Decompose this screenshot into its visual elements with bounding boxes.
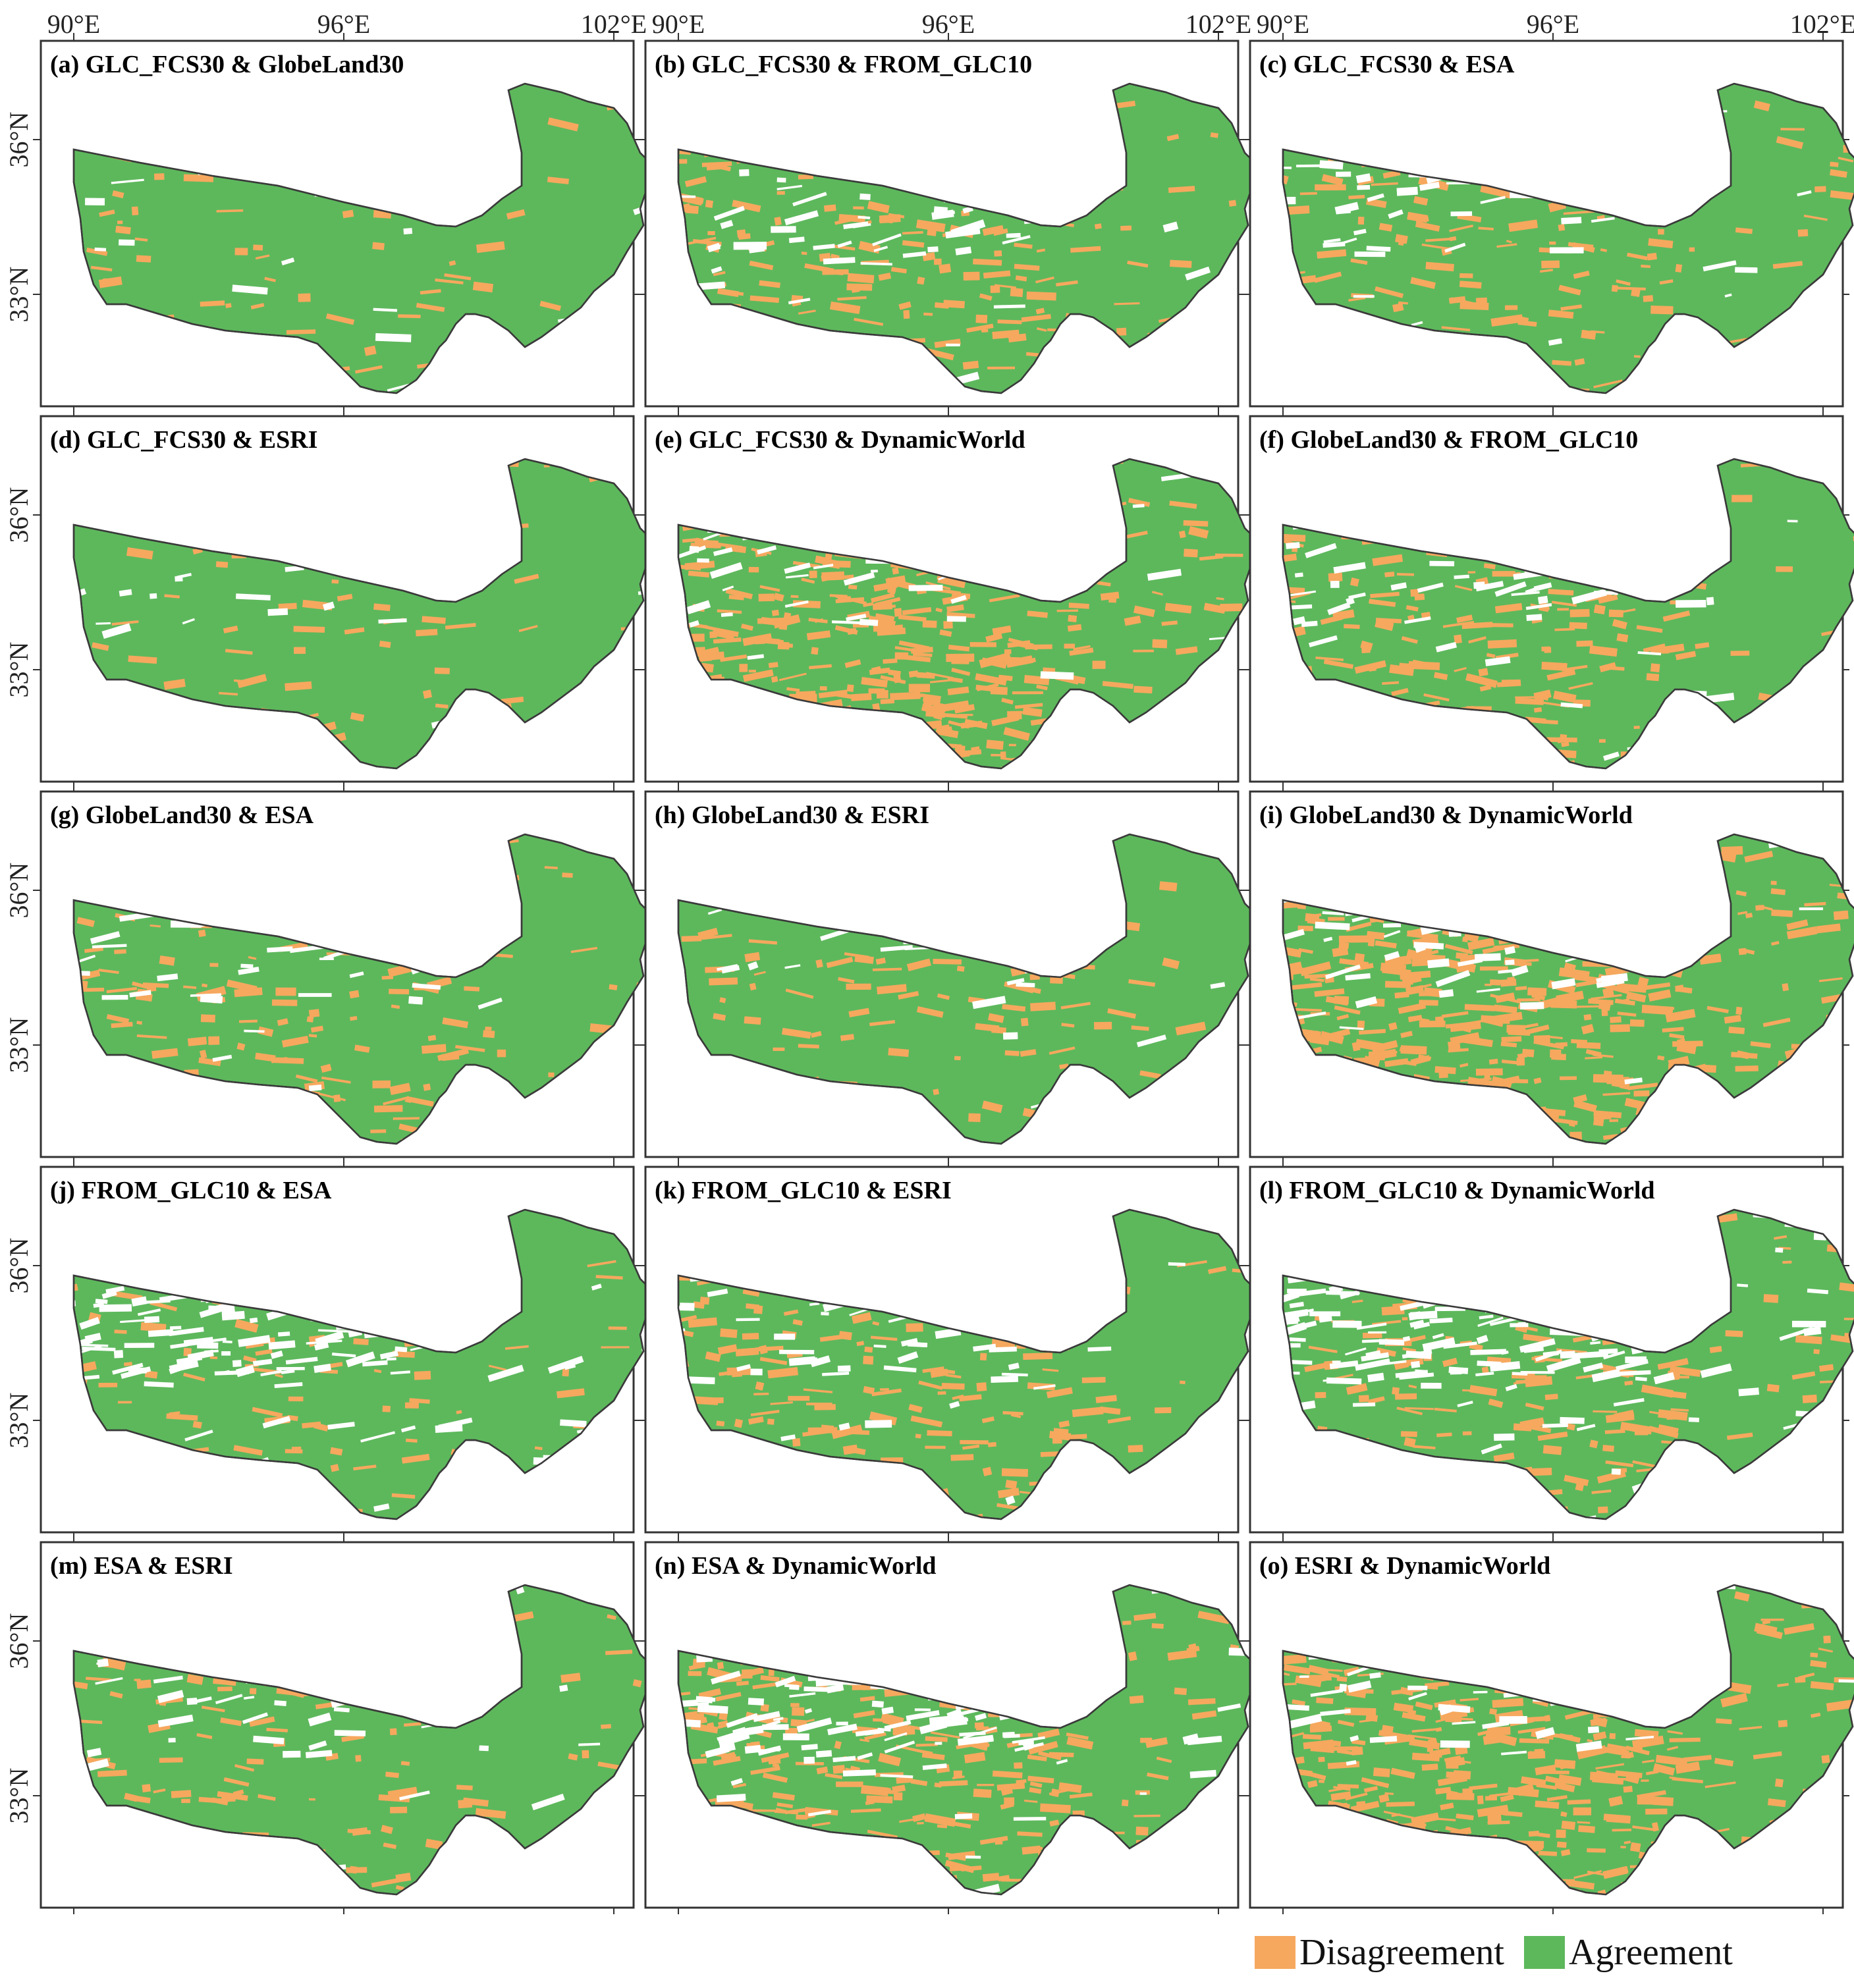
legend-label-agreement: Agreement xyxy=(1568,1932,1733,1973)
panel-title: (m) ESA & ESRI xyxy=(50,1552,233,1580)
map-panel: (m) ESA & ESRI xyxy=(33,1534,658,1914)
lat-label: 36°N xyxy=(4,487,34,543)
lat-label: 33°N xyxy=(4,267,34,323)
panel-title: (i) GlobeLand30 & DynamicWorld xyxy=(1259,801,1633,829)
lon-label: 102°E xyxy=(581,9,647,39)
region-outline xyxy=(1282,82,1854,394)
lon-label: 102°E xyxy=(1186,9,1251,39)
map-panel: (j) FROM_GLC10 & ESA xyxy=(33,1159,658,1539)
panel-title: (c) GLC_FCS30 & ESA xyxy=(1259,51,1515,78)
panel-title: (b) GLC_FCS30 & FROM_GLC10 xyxy=(655,51,1032,78)
map-panel: (b) GLC_FCS30 & FROM_GLC10 xyxy=(638,33,1263,413)
legend: Disagreement Agreement xyxy=(1255,1929,1753,1975)
legend-swatch-disagreement xyxy=(1255,1936,1295,1969)
lon-label: 90°E xyxy=(1257,9,1309,39)
map-panel: (e) GLC_FCS30 & DynamicWorld xyxy=(638,408,1263,788)
panel-title: (o) ESRI & DynamicWorld xyxy=(1259,1552,1550,1580)
lat-label: 33°N xyxy=(4,1393,34,1449)
lon-label: 96°E xyxy=(922,9,975,39)
map-panel: (a) GLC_FCS30 & GlobeLand30 xyxy=(33,33,658,413)
region-outline xyxy=(677,1584,1263,1896)
lat-label: 33°N xyxy=(4,1017,34,1073)
map-panel: (d) GLC_FCS30 & ESRI xyxy=(33,408,658,788)
region-outline xyxy=(72,458,658,770)
region-outline xyxy=(72,1208,658,1520)
panel-title: (g) GlobeLand30 & ESA xyxy=(50,801,314,829)
region-outline xyxy=(72,833,658,1145)
region-outline xyxy=(1282,1584,1854,1896)
lat-label: 36°N xyxy=(4,1613,34,1669)
legend-swatch-agreement xyxy=(1523,1936,1565,1969)
lat-label: 36°N xyxy=(4,863,34,919)
panel-title: (d) GLC_FCS30 & ESRI xyxy=(50,426,317,454)
map-panel: (c) GLC_FCS30 & ESA xyxy=(1242,33,1854,413)
legend-item-agreement: Agreement xyxy=(1523,1931,1733,1974)
region-outline xyxy=(1282,833,1854,1145)
lon-label: 90°E xyxy=(652,9,705,39)
map-panel: (f) GlobeLand30 & FROM_GLC10 xyxy=(1242,408,1854,788)
panel-title: (j) FROM_GLC10 & ESA xyxy=(50,1177,332,1204)
map-panel: (k) FROM_GLC10 & ESRI xyxy=(638,1159,1263,1539)
panel-title: (f) GlobeLand30 & FROM_GLC10 xyxy=(1259,426,1638,454)
map-panel: (h) GlobeLand30 & ESRI xyxy=(638,784,1263,1164)
region-outline xyxy=(1282,1208,1854,1520)
region-outline xyxy=(677,833,1263,1145)
lon-label: 102°E xyxy=(1790,9,1854,39)
panel-title: (a) GLC_FCS30 & GlobeLand30 xyxy=(50,51,404,78)
map-panel: (n) ESA & DynamicWorld xyxy=(638,1534,1263,1914)
region-outline xyxy=(72,82,658,394)
legend-label-disagreement: Disagreement xyxy=(1299,1932,1504,1973)
region-outline xyxy=(1282,458,1854,770)
legend-item-disagreement: Disagreement xyxy=(1255,1931,1504,1974)
panel-title: (l) FROM_GLC10 & DynamicWorld xyxy=(1259,1177,1655,1204)
panel-title: (e) GLC_FCS30 & DynamicWorld xyxy=(655,426,1025,454)
map-panel: (o) ESRI & DynamicWorld xyxy=(1242,1534,1854,1914)
lat-label: 33°N xyxy=(4,642,34,698)
lon-label: 96°E xyxy=(317,9,370,39)
region-outline xyxy=(72,1584,658,1896)
lat-label: 36°N xyxy=(4,112,34,168)
panel-title: (h) GlobeLand30 & ESRI xyxy=(655,801,929,829)
lat-label: 33°N xyxy=(4,1768,34,1824)
lon-label: 90°E xyxy=(47,9,100,39)
panel-title: (n) ESA & DynamicWorld xyxy=(655,1552,937,1580)
region-outline xyxy=(677,458,1263,770)
lon-label: 96°E xyxy=(1527,9,1579,39)
map-panel: (g) GlobeLand30 & ESA xyxy=(33,784,658,1164)
lat-label: 36°N xyxy=(4,1238,34,1294)
map-panel: (l) FROM_GLC10 & DynamicWorld xyxy=(1242,1159,1854,1539)
panel-title: (k) FROM_GLC10 & ESRI xyxy=(655,1177,952,1204)
region-outline xyxy=(677,1208,1263,1520)
region-outline xyxy=(677,82,1263,394)
map-panel: (i) GlobeLand30 & DynamicWorld xyxy=(1242,784,1854,1164)
